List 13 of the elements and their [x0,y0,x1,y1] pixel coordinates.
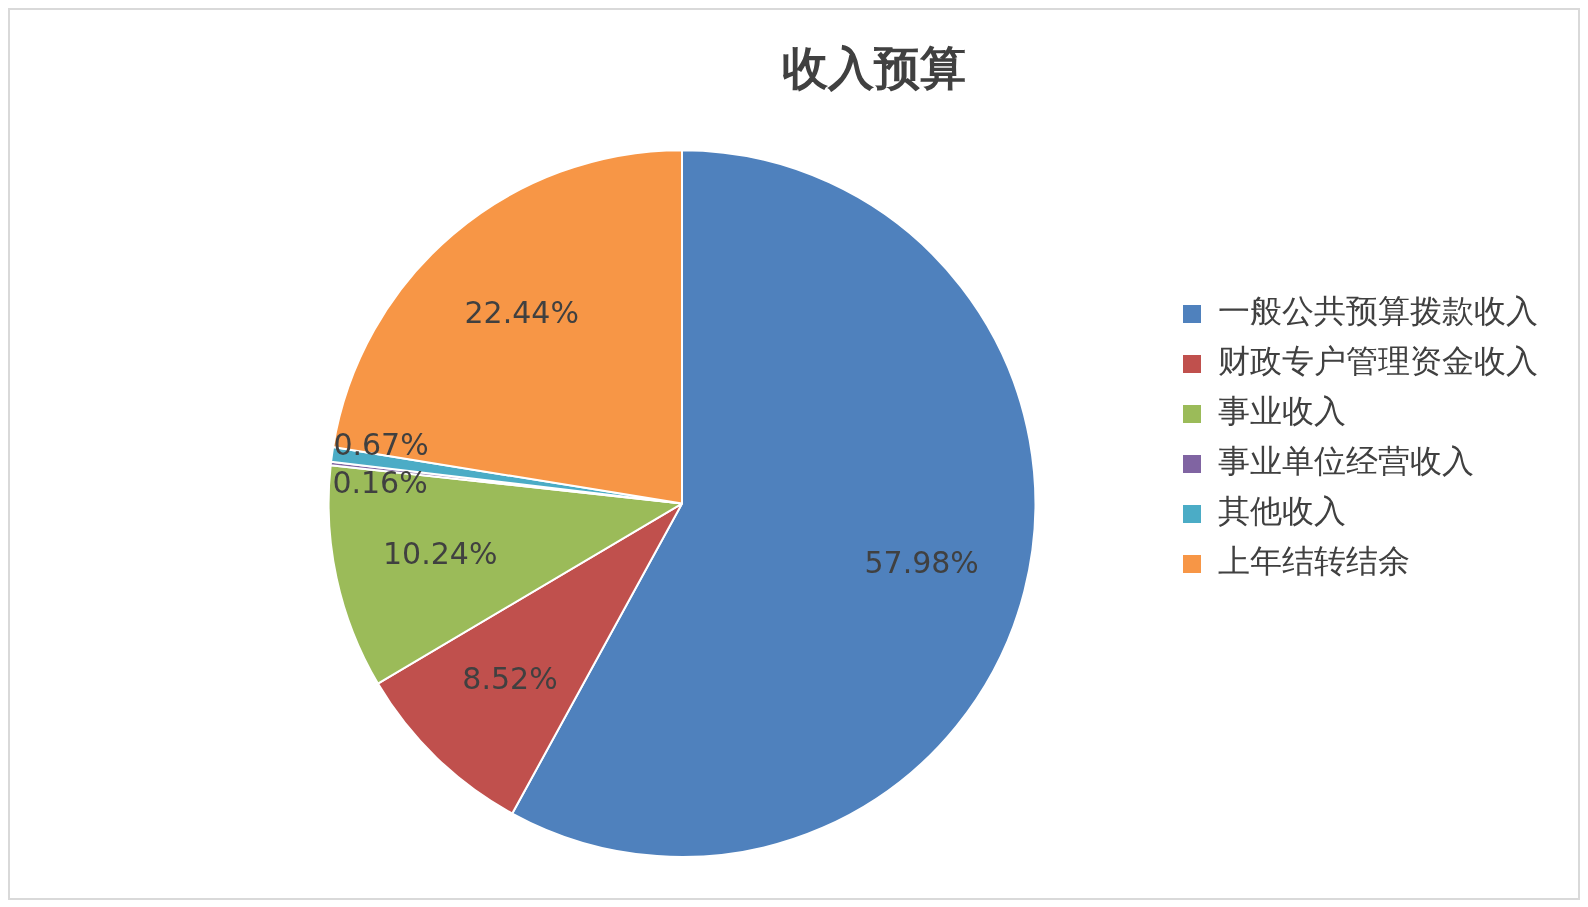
data-label: 8.52% [462,661,558,697]
data-label: 57.98% [864,544,979,580]
legend-label: 财政专户管理资金收入 [1218,342,1538,381]
data-label: 22.44% [464,294,579,330]
data-label: 0.16% [332,465,428,500]
data-label: 0.67% [333,427,429,462]
legend-label: 一般公共预算拨款收入 [1218,292,1538,331]
legend-label: 事业单位经营收入 [1218,442,1474,481]
chart-title: 收入预算 [782,40,966,95]
legend-label: 事业收入 [1218,392,1346,431]
legend-label: 其他收入 [1218,492,1346,531]
legend-label: 上年结转结余 [1218,542,1410,581]
data-label: 10.24% [383,535,498,571]
